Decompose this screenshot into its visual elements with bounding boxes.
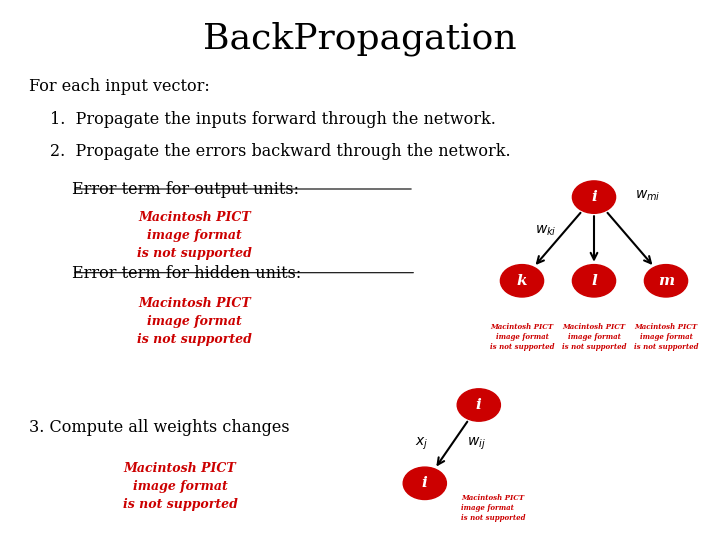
Text: Macintosh PICT
image format
is not supported: Macintosh PICT image format is not suppo…: [122, 462, 238, 511]
Text: $w_{ki}$: $w_{ki}$: [535, 224, 557, 238]
Text: i: i: [476, 398, 482, 412]
Circle shape: [644, 265, 688, 297]
Text: $x_j$: $x_j$: [415, 436, 428, 452]
Text: Macintosh PICT
image format
is not supported: Macintosh PICT image format is not suppo…: [461, 494, 526, 522]
Text: Macintosh PICT
image format
is not supported: Macintosh PICT image format is not suppo…: [634, 323, 698, 350]
Circle shape: [572, 181, 616, 213]
Text: Macintosh PICT
image format
is not supported: Macintosh PICT image format is not suppo…: [137, 297, 252, 346]
Text: m: m: [658, 274, 674, 288]
Text: $w_{mi}$: $w_{mi}$: [635, 188, 661, 202]
Circle shape: [500, 265, 544, 297]
Text: 1.  Propagate the inputs forward through the network.: 1. Propagate the inputs forward through …: [50, 111, 496, 127]
Circle shape: [403, 467, 446, 500]
Circle shape: [572, 265, 616, 297]
Text: i: i: [591, 190, 597, 204]
Text: 3. Compute all weights changes: 3. Compute all weights changes: [29, 418, 289, 435]
Text: Macintosh PICT
image format
is not supported: Macintosh PICT image format is not suppo…: [490, 323, 554, 350]
Text: BackPropagation: BackPropagation: [203, 22, 517, 56]
Circle shape: [457, 389, 500, 421]
Text: $w_{ij}$: $w_{ij}$: [467, 436, 485, 452]
Text: Macintosh PICT
image format
is not supported: Macintosh PICT image format is not suppo…: [137, 211, 252, 260]
Text: l: l: [591, 274, 597, 288]
Text: For each input vector:: For each input vector:: [29, 78, 210, 95]
Text: Error term for hidden units:: Error term for hidden units:: [72, 265, 301, 281]
Text: Error term for output units:: Error term for output units:: [72, 181, 299, 198]
Text: k: k: [517, 274, 527, 288]
Text: 2.  Propagate the errors backward through the network.: 2. Propagate the errors backward through…: [50, 143, 511, 160]
Text: Macintosh PICT
image format
is not supported: Macintosh PICT image format is not suppo…: [562, 323, 626, 350]
Text: i: i: [422, 476, 428, 490]
